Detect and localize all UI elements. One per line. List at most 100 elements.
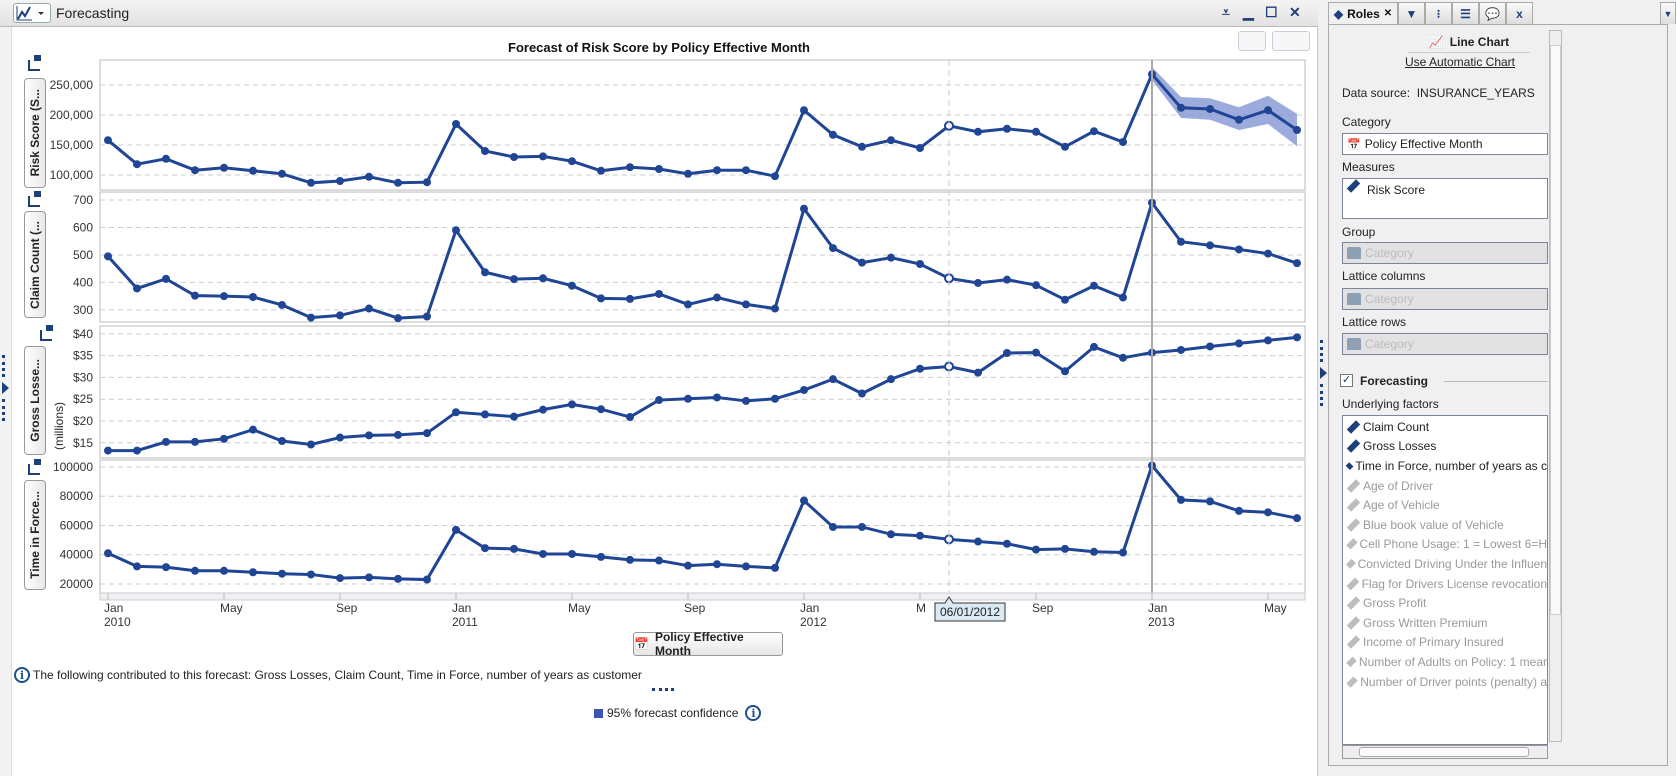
lock-axis-icon[interactable] bbox=[40, 325, 53, 341]
data-point[interactable] bbox=[394, 574, 402, 583]
data-point[interactable] bbox=[133, 160, 141, 169]
y-role-button-gross-losses[interactable]: Gross Losse... bbox=[24, 346, 46, 455]
data-point[interactable] bbox=[626, 413, 634, 422]
data-point[interactable] bbox=[307, 440, 315, 449]
data-point[interactable] bbox=[336, 177, 344, 186]
data-point[interactable] bbox=[278, 569, 286, 578]
data-point[interactable] bbox=[539, 274, 547, 283]
factor-item[interactable]: Age of Driver bbox=[1343, 476, 1547, 496]
data-point[interactable] bbox=[771, 304, 779, 313]
tab-ranks[interactable]: ⁝ bbox=[1425, 2, 1452, 24]
data-point[interactable] bbox=[539, 152, 547, 161]
data-point[interactable] bbox=[104, 549, 112, 558]
data-point[interactable] bbox=[1119, 548, 1127, 557]
data-point[interactable] bbox=[278, 300, 286, 309]
factor-item[interactable]: Income of Primary Insured bbox=[1343, 633, 1547, 653]
data-point[interactable] bbox=[829, 244, 837, 253]
data-point[interactable] bbox=[1090, 342, 1098, 351]
factor-item[interactable]: Blue book value of Vehicle bbox=[1343, 515, 1547, 535]
data-point[interactable] bbox=[278, 437, 286, 446]
data-point[interactable] bbox=[1003, 539, 1011, 548]
data-point[interactable] bbox=[1235, 115, 1243, 124]
data-point[interactable] bbox=[655, 396, 663, 405]
data-point[interactable] bbox=[104, 446, 112, 455]
chart-type-button[interactable] bbox=[13, 3, 51, 23]
data-point[interactable] bbox=[249, 425, 257, 434]
close-tab-icon[interactable]: ✕ bbox=[1383, 8, 1393, 19]
data-point[interactable] bbox=[1177, 495, 1185, 504]
left-collapse-strip[interactable] bbox=[0, 27, 12, 776]
data-point[interactable] bbox=[858, 522, 866, 531]
data-point[interactable] bbox=[597, 552, 605, 561]
data-point[interactable] bbox=[858, 389, 866, 398]
tab-comments[interactable]: 💬 bbox=[1479, 2, 1506, 24]
data-point[interactable] bbox=[684, 561, 692, 570]
data-point[interactable] bbox=[104, 252, 112, 261]
data-point[interactable] bbox=[1003, 349, 1011, 358]
data-point[interactable] bbox=[249, 166, 257, 175]
data-point[interactable] bbox=[423, 429, 431, 438]
factor-item[interactable]: Age of Vehicle bbox=[1343, 495, 1547, 515]
data-point[interactable] bbox=[1003, 275, 1011, 284]
data-point[interactable] bbox=[626, 163, 634, 172]
data-point[interactable] bbox=[568, 400, 576, 409]
data-point[interactable] bbox=[1061, 142, 1069, 151]
resize-handle[interactable] bbox=[652, 688, 674, 691]
data-point[interactable] bbox=[162, 274, 170, 283]
factor-item[interactable]: Number of Adults on Policy: 1 mear bbox=[1343, 652, 1547, 672]
y-role-button-claim-count[interactable]: Claim Count (... bbox=[24, 211, 46, 318]
data-point[interactable] bbox=[220, 566, 228, 575]
data-point[interactable] bbox=[365, 573, 373, 582]
data-point[interactable] bbox=[858, 142, 866, 151]
y-role-button-risk-score[interactable]: Risk Score (S... bbox=[24, 78, 46, 188]
forecasting-checkbox[interactable]: ✓ bbox=[1340, 374, 1353, 387]
data-point[interactable] bbox=[597, 294, 605, 303]
factor-item[interactable]: Convicted Driving Under the Influen bbox=[1343, 554, 1547, 574]
data-point[interactable] bbox=[220, 434, 228, 443]
data-point[interactable] bbox=[713, 560, 721, 569]
data-point[interactable] bbox=[1090, 127, 1098, 136]
factor-item[interactable]: Gross Profit bbox=[1343, 593, 1547, 613]
data-point[interactable] bbox=[1032, 545, 1040, 554]
factor-item[interactable]: Gross Written Premium bbox=[1343, 613, 1547, 633]
data-point[interactable] bbox=[336, 574, 344, 583]
data-point[interactable] bbox=[771, 172, 779, 181]
data-point[interactable] bbox=[1235, 506, 1243, 515]
data-point[interactable] bbox=[162, 154, 170, 163]
data-point[interactable] bbox=[800, 386, 808, 395]
data-point[interactable] bbox=[829, 130, 837, 139]
data-point[interactable] bbox=[510, 275, 518, 284]
data-point[interactable] bbox=[974, 127, 982, 136]
data-point[interactable] bbox=[539, 405, 547, 414]
scroll-thumb[interactable] bbox=[1550, 45, 1561, 615]
data-point[interactable] bbox=[191, 437, 199, 446]
tab-filters[interactable]: ▼ bbox=[1398, 2, 1425, 24]
data-point[interactable] bbox=[1061, 544, 1069, 553]
data-point[interactable] bbox=[452, 525, 460, 534]
tabs-menu-button[interactable]: ▼ bbox=[1660, 2, 1676, 24]
data-point[interactable] bbox=[423, 312, 431, 321]
data-point[interactable] bbox=[887, 530, 895, 539]
data-point[interactable] bbox=[481, 268, 489, 277]
data-point[interactable] bbox=[1235, 339, 1243, 348]
data-point[interactable] bbox=[1206, 342, 1214, 351]
data-point[interactable] bbox=[916, 364, 924, 373]
data-point[interactable] bbox=[481, 410, 489, 419]
data-point[interactable] bbox=[394, 178, 402, 187]
data-point[interactable] bbox=[887, 253, 895, 262]
data-point[interactable] bbox=[1032, 127, 1040, 136]
data-point[interactable] bbox=[394, 430, 402, 439]
info-icon[interactable]: i bbox=[745, 705, 762, 721]
data-point[interactable] bbox=[423, 575, 431, 584]
data-point[interactable] bbox=[597, 405, 605, 414]
measures-field[interactable]: Risk Score bbox=[1342, 178, 1548, 219]
data-point[interactable] bbox=[771, 563, 779, 572]
data-point[interactable] bbox=[887, 136, 895, 145]
underlying-factors-list[interactable]: Claim Count Gross Losses Time in Force, nu… bbox=[1342, 415, 1548, 745]
data-point[interactable] bbox=[800, 106, 808, 115]
data-point[interactable] bbox=[1090, 547, 1098, 556]
data-point[interactable] bbox=[1177, 345, 1185, 354]
collapse-handle-icon[interactable] bbox=[1320, 340, 1327, 406]
data-point[interactable] bbox=[771, 394, 779, 403]
data-point[interactable] bbox=[104, 136, 112, 145]
